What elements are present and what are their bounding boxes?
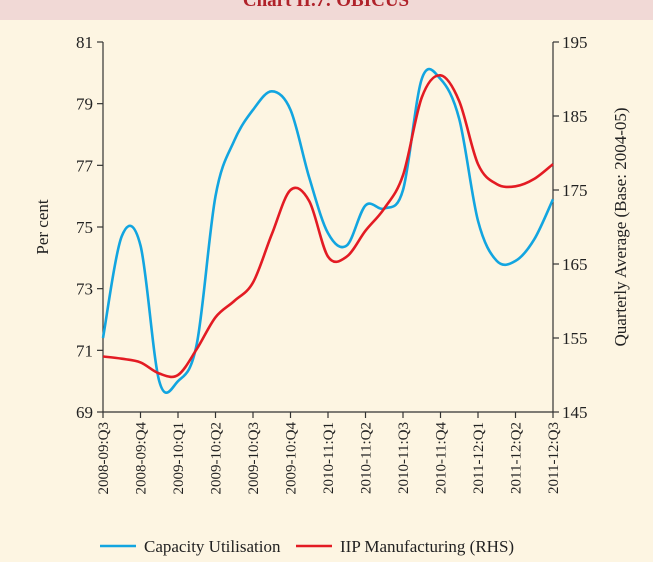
x-tick-label: 2008-09:Q3 [96,422,112,495]
x-tick-label: 2011-12:Q1 [471,422,487,494]
y-tick-label: 81 [76,33,93,52]
x-tick-label: 2009-10:Q4 [284,422,300,495]
y-tick-label: 71 [76,341,93,360]
x-tick-label: 2010-11:Q4 [434,422,450,494]
y2-tick-label: 145 [562,403,588,422]
y-tick-label: 69 [76,403,93,422]
y-tick-label: 73 [76,280,93,299]
x-tick-label: 2009-10:Q1 [171,422,187,495]
y2-tick-label: 165 [562,255,588,274]
series-line [101,67,555,395]
title-band [0,0,653,20]
legend-label: IIP Manufacturing (RHS) [340,537,514,556]
y-axis-label: Per cent [33,199,52,255]
y2-tick-label: 175 [562,181,588,200]
x-tick-label: 2010-11:Q1 [321,422,337,494]
y2-axis-label: Quarterly Average (Base: 2004-05) [611,107,630,346]
x-tick-label: 2009-10:Q2 [209,422,225,495]
chart-title: Chart II.7: OBICUS [243,0,409,11]
x-tick-label: 2011-12:Q2 [509,422,525,494]
y2-tick-label: 155 [562,329,588,348]
x-tick-label: 2010-11:Q3 [396,422,412,494]
legend-label: Capacity Utilisation [144,537,281,556]
x-tick-label: 2008-09:Q4 [134,422,150,495]
x-tick-label: 2009-10:Q3 [246,422,262,495]
y2-tick-label: 185 [562,107,588,126]
series-line [102,73,554,379]
y-tick-label: 75 [76,218,93,237]
y-tick-label: 79 [76,95,93,114]
y2-tick-label: 195 [562,33,588,52]
y-tick-label: 77 [76,156,94,175]
x-tick-label: 2011-12:Q3 [546,422,562,494]
x-tick-label: 2010-11:Q2 [359,422,375,494]
